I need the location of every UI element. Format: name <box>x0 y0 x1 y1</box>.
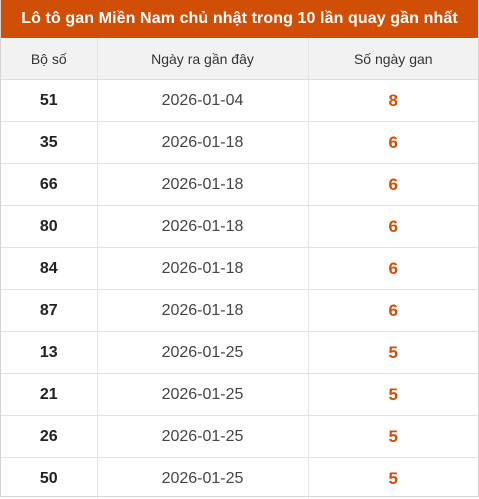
cell-so-ngay-gan: 6 <box>308 290 478 332</box>
cell-ngay-ra: 2026-01-25 <box>97 416 308 458</box>
cell-ngay-ra: 2026-01-18 <box>97 206 308 248</box>
table-row: 21 2026-01-25 5 <box>1 374 478 416</box>
cell-ngay-ra: 2026-01-18 <box>97 290 308 332</box>
cell-bo-so: 26 <box>1 416 97 458</box>
cell-so-ngay-gan: 6 <box>308 248 478 290</box>
cell-so-ngay-gan: 6 <box>308 164 478 206</box>
cell-so-ngay-gan: 6 <box>308 122 478 164</box>
cell-bo-so: 87 <box>1 290 97 332</box>
cell-so-ngay-gan: 5 <box>308 416 478 458</box>
header-bo-so: Bộ số <box>1 38 97 80</box>
cell-bo-so: 84 <box>1 248 97 290</box>
cell-bo-so: 50 <box>1 458 97 499</box>
table-row: 26 2026-01-25 5 <box>1 416 478 458</box>
table-row: 35 2026-01-18 6 <box>1 122 478 164</box>
table-row: 51 2026-01-04 8 <box>1 80 478 122</box>
lo-to-gan-table: Bộ số Ngày ra gần đây Số ngày gan 51 202… <box>1 38 478 499</box>
cell-bo-so: 35 <box>1 122 97 164</box>
table-header-row: Bộ số Ngày ra gần đây Số ngày gan <box>1 38 478 80</box>
panel-title: Lô tô gan Miền Nam chủ nhật trong 10 lần… <box>1 0 478 38</box>
table-row: 13 2026-01-25 5 <box>1 332 478 374</box>
cell-so-ngay-gan: 8 <box>308 80 478 122</box>
cell-bo-so: 21 <box>1 374 97 416</box>
table-row: 50 2026-01-25 5 <box>1 458 478 499</box>
cell-so-ngay-gan: 5 <box>308 458 478 499</box>
cell-ngay-ra: 2026-01-25 <box>97 374 308 416</box>
cell-ngay-ra: 2026-01-25 <box>97 332 308 374</box>
cell-ngay-ra: 2026-01-25 <box>97 458 308 499</box>
cell-so-ngay-gan: 5 <box>308 374 478 416</box>
cell-bo-so: 51 <box>1 80 97 122</box>
cell-ngay-ra: 2026-01-18 <box>97 248 308 290</box>
cell-ngay-ra: 2026-01-18 <box>97 164 308 206</box>
table-body: 51 2026-01-04 8 35 2026-01-18 6 66 2026-… <box>1 80 478 499</box>
table-row: 80 2026-01-18 6 <box>1 206 478 248</box>
cell-bo-so: 66 <box>1 164 97 206</box>
table-row: 66 2026-01-18 6 <box>1 164 478 206</box>
table-row: 84 2026-01-18 6 <box>1 248 478 290</box>
cell-so-ngay-gan: 5 <box>308 332 478 374</box>
cell-ngay-ra: 2026-01-04 <box>97 80 308 122</box>
cell-bo-so: 13 <box>1 332 97 374</box>
cell-bo-so: 80 <box>1 206 97 248</box>
cell-so-ngay-gan: 6 <box>308 206 478 248</box>
header-ngay-ra: Ngày ra gần đây <box>97 38 308 80</box>
table-row: 87 2026-01-18 6 <box>1 290 478 332</box>
cell-ngay-ra: 2026-01-18 <box>97 122 308 164</box>
header-so-ngay-gan: Số ngày gan <box>308 38 478 80</box>
